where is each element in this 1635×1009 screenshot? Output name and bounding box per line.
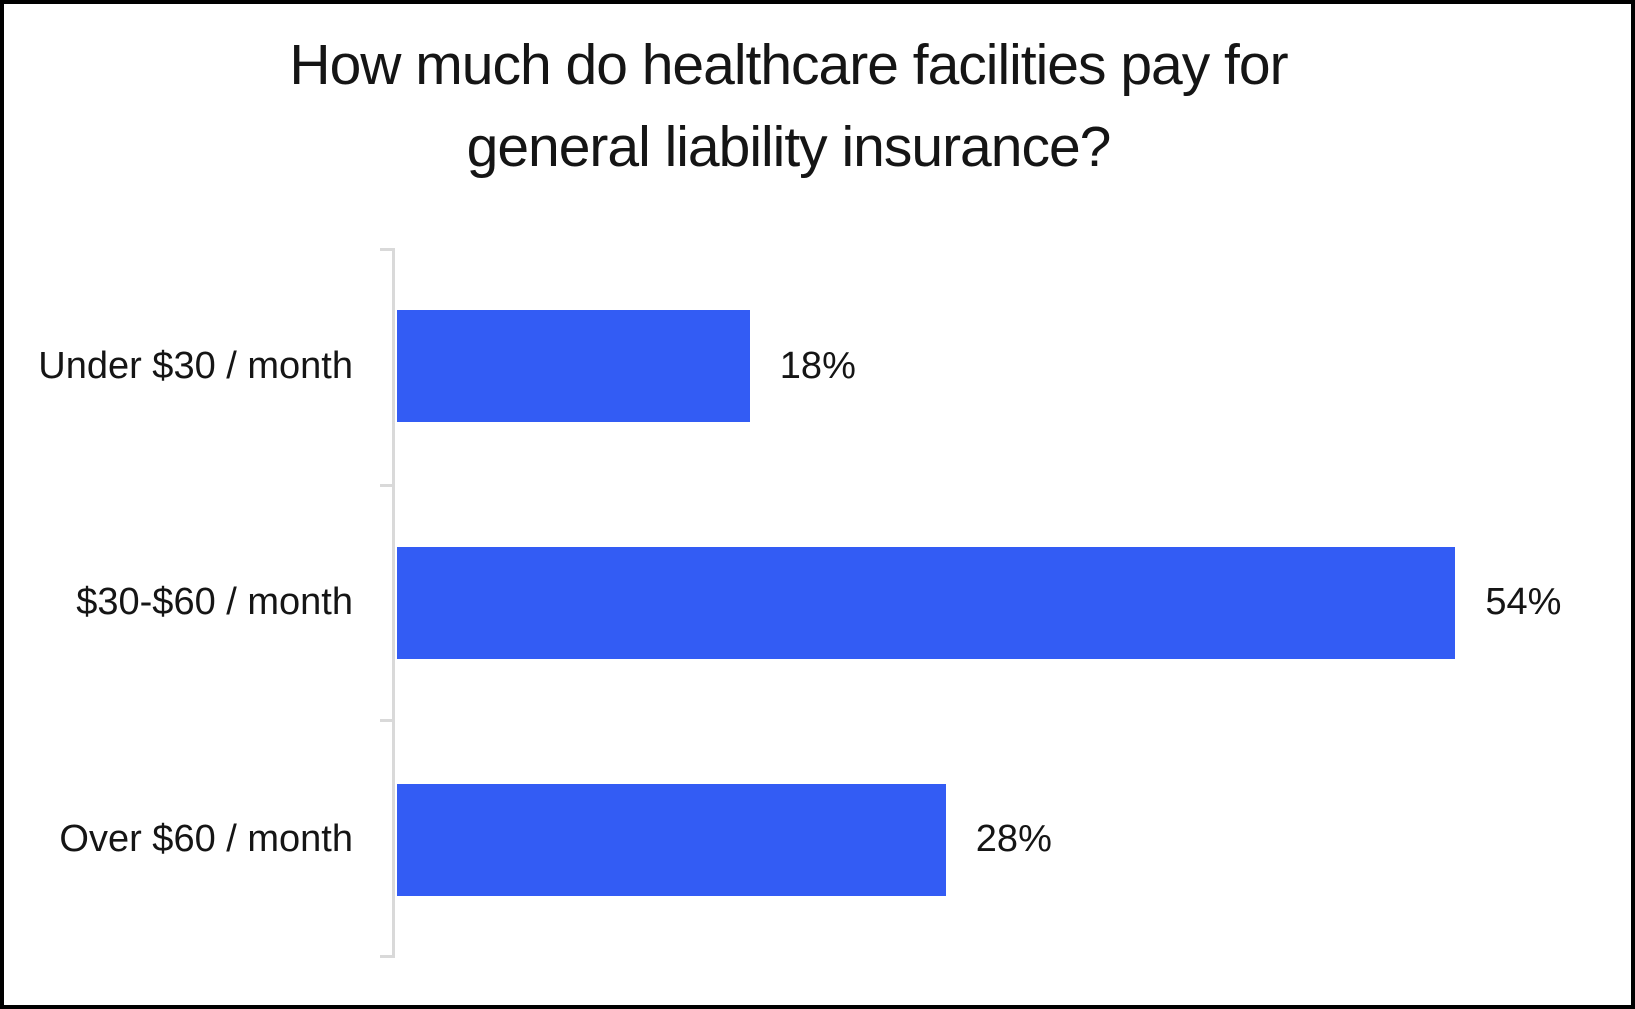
bar-row-over-60: Over $60 / month 28% xyxy=(4,721,1573,958)
chart-title-line-2: general liability insurance? xyxy=(466,115,1112,180)
value-label-30-60: 54% xyxy=(1485,581,1562,624)
axis-tick-top xyxy=(380,248,393,251)
value-label-under-30: 18% xyxy=(779,344,856,387)
chart-title: How much do healthcare facilities pay fo… xyxy=(4,24,1573,188)
category-label-under-30: Under $30 / month xyxy=(38,344,353,387)
plot-cell-30-60: 54% xyxy=(397,485,1573,722)
bar-row-under-30: Under $30 / month 18% xyxy=(4,248,1573,485)
bar-row-30-60: $30-$60 / month 54% xyxy=(4,485,1573,722)
axis-tick-mid-2 xyxy=(380,719,393,723)
plot-cell-over-60: 28% xyxy=(397,721,1573,958)
bar-30-60 xyxy=(397,546,1456,659)
bar-under-30 xyxy=(397,310,750,423)
axis-tick-bottom xyxy=(380,955,393,958)
category-label-over-60: Over $60 / month xyxy=(59,818,353,861)
axis-tick-mid-1 xyxy=(380,483,393,487)
category-label-30-60: $30-$60 / month xyxy=(76,581,353,624)
bar-over-60 xyxy=(397,783,946,896)
chart-title-line-1: How much do healthcare facilities pay fo… xyxy=(289,33,1288,97)
plot-area: Under $30 / month 18% $30-$60 / month 54… xyxy=(4,248,1573,958)
plot-cell-under-30: 18% xyxy=(397,248,1573,485)
category-axis-line xyxy=(392,248,395,958)
value-label-over-60: 28% xyxy=(975,818,1052,861)
